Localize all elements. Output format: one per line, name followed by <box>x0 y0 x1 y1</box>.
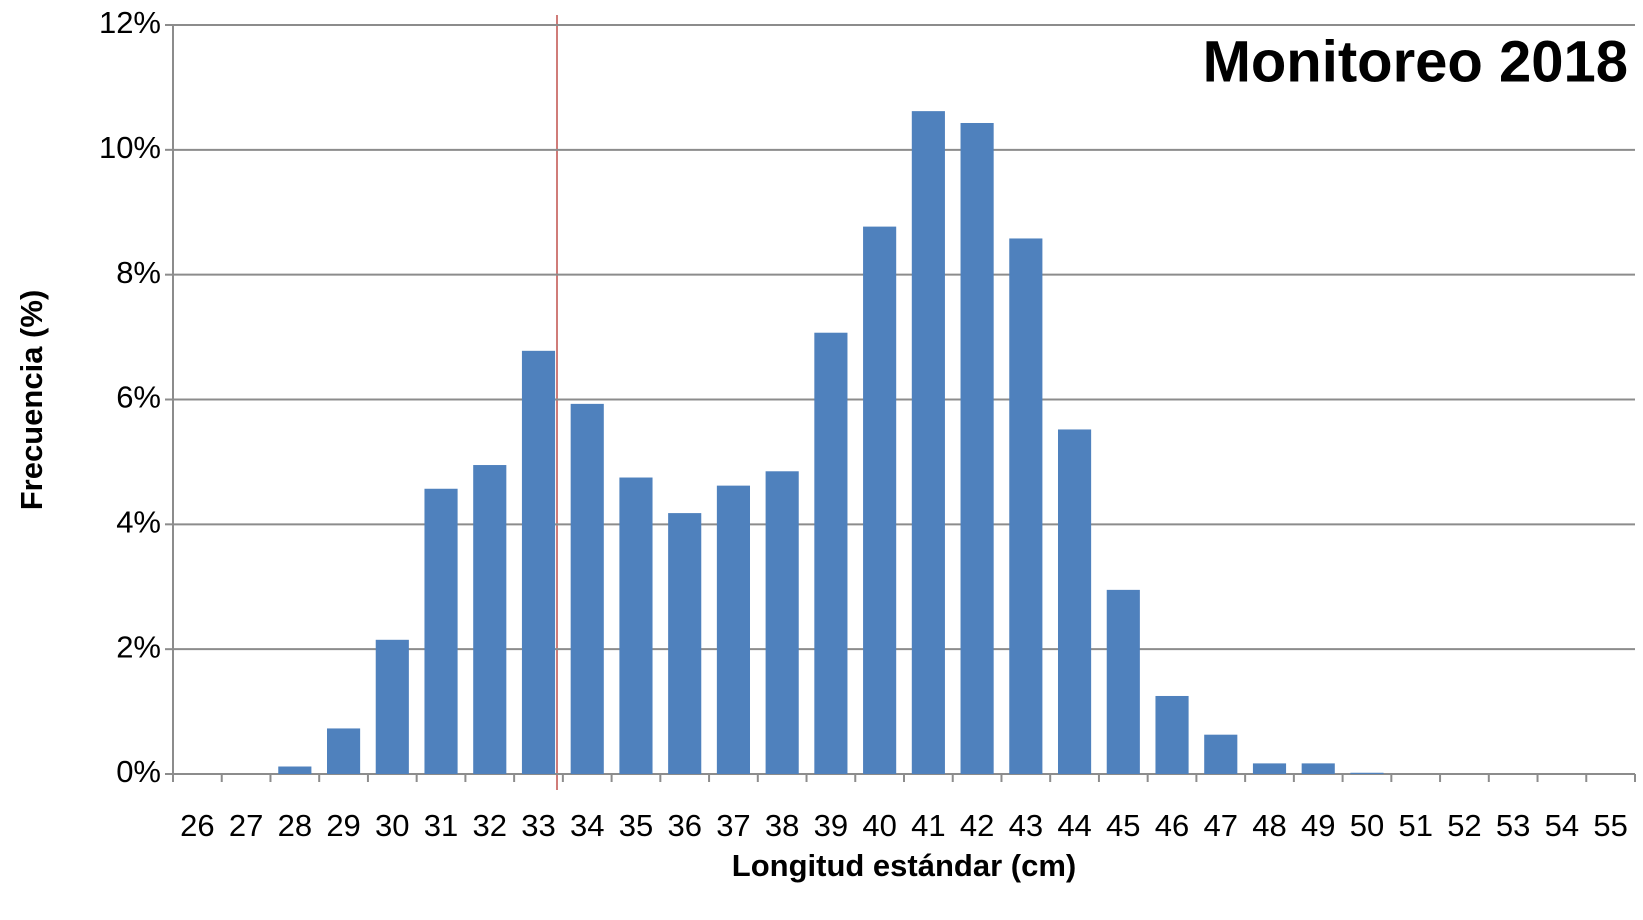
y-axis-label: Frecuencia (%) <box>14 290 49 511</box>
x-tick-label: 53 <box>1496 808 1530 843</box>
bar <box>375 639 409 774</box>
bar <box>716 485 751 774</box>
bar <box>960 122 994 775</box>
x-tick-label: 47 <box>1204 808 1238 843</box>
x-tick-label: 36 <box>667 808 701 843</box>
x-tick-label: 37 <box>716 808 750 843</box>
bar <box>1057 429 1092 774</box>
x-tick-label: 38 <box>765 808 799 843</box>
x-tick-label: 46 <box>1155 808 1189 843</box>
x-tick-label: 33 <box>521 808 555 843</box>
x-tick-label: 54 <box>1545 808 1579 843</box>
bar <box>1252 763 1287 774</box>
y-tick-label: 0% <box>116 754 161 789</box>
x-tick-label: 45 <box>1106 808 1140 843</box>
bar <box>570 403 604 774</box>
bar <box>1009 238 1043 775</box>
x-tick-label: 32 <box>473 808 507 843</box>
x-tick-label: 44 <box>1057 808 1091 843</box>
bar <box>278 766 312 774</box>
bar <box>326 728 361 774</box>
x-tick-label: 41 <box>911 808 945 843</box>
x-tick-label: 29 <box>326 808 360 843</box>
bar <box>1204 734 1238 774</box>
x-tick-label: 28 <box>278 808 312 843</box>
bar <box>863 226 897 774</box>
x-axis-label: Longitud estándar (cm) <box>732 848 1076 883</box>
y-tick-label: 6% <box>116 380 161 415</box>
x-tick-label: 40 <box>862 808 896 843</box>
chart-title: Monitoreo 2018 <box>1203 29 1628 94</box>
x-tick-label: 52 <box>1447 808 1481 843</box>
x-tick-label: 30 <box>375 808 409 843</box>
x-tick-label: 55 <box>1593 808 1627 843</box>
bar <box>911 111 945 774</box>
bar <box>1155 695 1189 774</box>
bar <box>765 471 799 774</box>
y-tick-label: 10% <box>99 130 161 165</box>
bar <box>424 488 458 774</box>
y-tick-label: 4% <box>116 505 161 540</box>
x-tick-label: 35 <box>619 808 653 843</box>
x-tick-label: 31 <box>424 808 458 843</box>
x-tick-label: 26 <box>180 808 214 843</box>
x-tick-label: 50 <box>1350 808 1384 843</box>
bar <box>1350 772 1384 774</box>
x-tick-label: 43 <box>1009 808 1043 843</box>
bar <box>1106 589 1140 774</box>
x-tick-label: 49 <box>1301 808 1335 843</box>
bar <box>473 465 507 774</box>
bar <box>521 350 556 774</box>
x-tick-label: 27 <box>229 808 263 843</box>
x-tick-label: 48 <box>1252 808 1286 843</box>
y-tick-label: 2% <box>116 629 161 664</box>
bar <box>814 332 848 774</box>
x-tick-label: 34 <box>570 808 604 843</box>
x-tick-label: 42 <box>960 808 994 843</box>
y-tick-label: 12% <box>99 5 161 40</box>
bar <box>668 513 702 774</box>
x-tick-label: 51 <box>1398 808 1432 843</box>
bar <box>1301 763 1335 774</box>
bar <box>619 477 653 774</box>
y-tick-label: 8% <box>116 255 161 290</box>
x-tick-label: 39 <box>814 808 848 843</box>
